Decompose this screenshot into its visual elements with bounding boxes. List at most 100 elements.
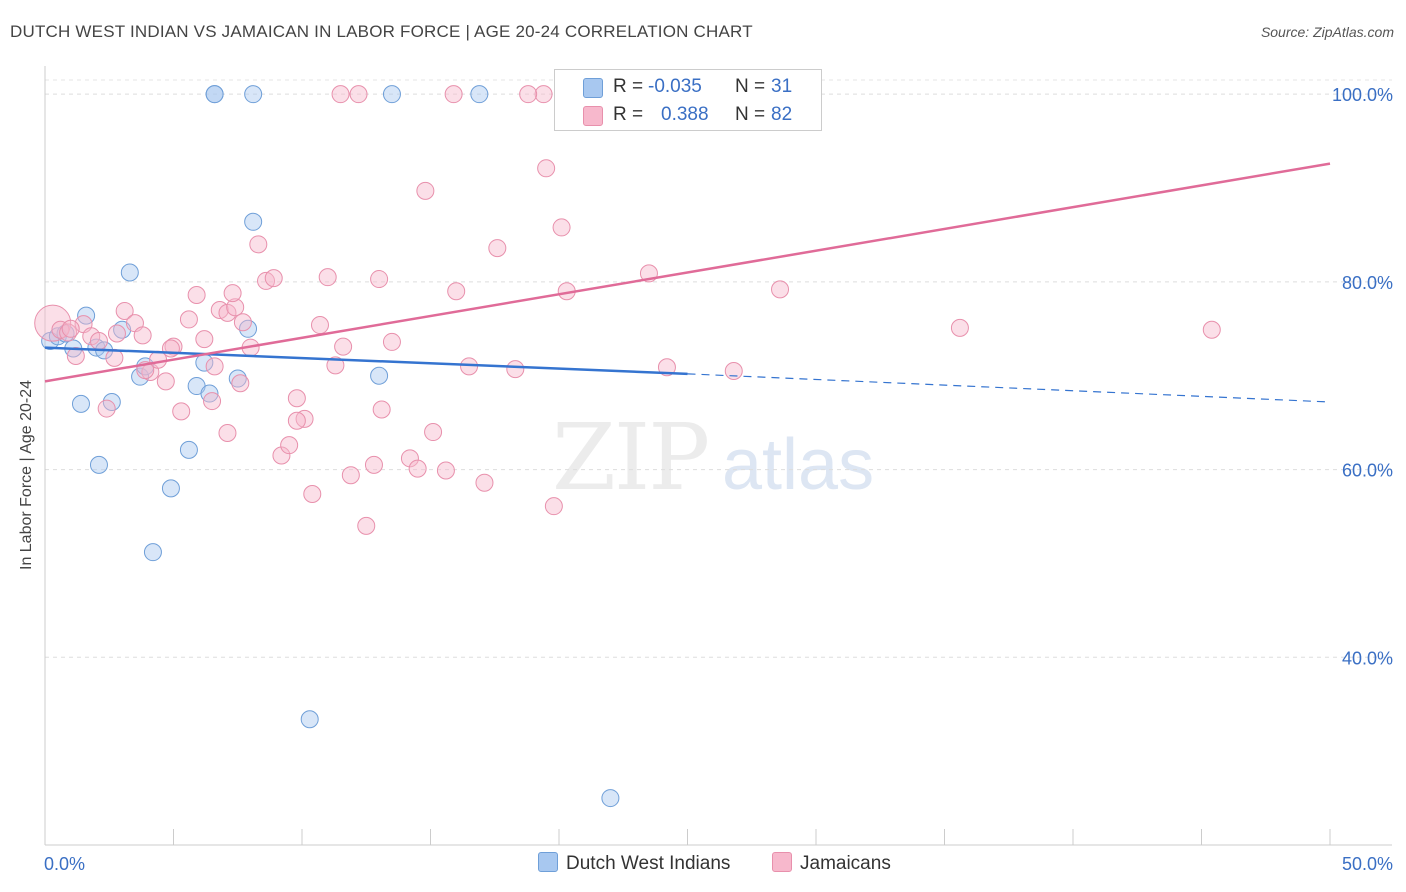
legend-n-label: N = (735, 76, 766, 97)
point-jamaicans (331, 85, 350, 104)
point-jamaicans (950, 318, 969, 337)
point-dutch-west-indians (370, 366, 389, 385)
y-tick-labels: 40.0% 60.0% 80.0% 100.0% (1332, 85, 1393, 668)
point-dutch-west-indians (205, 85, 224, 104)
legend-n-label: N = (735, 104, 766, 125)
y-tick-label: 40.0% (1342, 648, 1393, 668)
point-jamaicans (436, 461, 455, 480)
point-dutch-west-indians (143, 543, 162, 562)
legend-r-value: 0.388 (661, 104, 709, 125)
point-jamaicans (341, 466, 360, 485)
trend-line-dutch-west-indians (44, 346, 688, 376)
point-jamaicans (89, 331, 108, 350)
legend-r-label: R = (613, 76, 644, 97)
point-jamaicans (771, 280, 790, 299)
point-jamaicans (444, 85, 463, 104)
point-jamaicans (475, 473, 494, 492)
point-jamaicans (416, 181, 435, 200)
point-jamaicans (534, 85, 553, 104)
point-jamaicans (357, 516, 376, 535)
point-jamaicans (1202, 320, 1221, 339)
chart-title: DUTCH WEST INDIAN VS JAMAICAN IN LABOR F… (10, 22, 753, 41)
point-dutch-west-indians (71, 394, 90, 413)
legend-r-label: R = (613, 104, 644, 125)
point-jamaicans (164, 337, 183, 356)
point-jamaicans (66, 347, 85, 366)
point-jamaicans (537, 159, 556, 178)
series-legend-item-dutch-west-indians: Dutch West Indians (538, 852, 730, 875)
point-dutch-west-indians (244, 212, 263, 231)
point-jamaicans (34, 304, 72, 342)
point-dutch-west-indians (228, 369, 247, 388)
legend-swatch-pink (583, 106, 603, 126)
point-jamaicans (97, 399, 116, 418)
point-jamaicans (506, 360, 525, 379)
point-dutch-west-indians (470, 85, 489, 104)
point-dutch-west-indians (300, 710, 319, 729)
point-jamaicans (408, 459, 427, 478)
point-jamaicans (334, 337, 353, 356)
point-jamaicans (218, 423, 237, 442)
point-jamaicans (310, 316, 329, 335)
point-jamaicans (161, 339, 180, 358)
point-jamaicans (205, 357, 224, 376)
axes (44, 66, 1392, 846)
trend-lines (44, 162, 1331, 403)
point-dutch-west-indians (200, 384, 219, 403)
point-jamaicans (287, 389, 306, 408)
point-jamaicans (179, 310, 198, 329)
point-jamaicans (115, 301, 134, 320)
legend-r-value: -0.035 (648, 76, 702, 97)
point-jamaicans (287, 411, 306, 430)
point-dutch-west-indians (601, 789, 620, 808)
trend-line-jamaicans (44, 162, 1331, 383)
point-jamaicans (724, 362, 743, 381)
point-jamaicans (519, 85, 538, 104)
x-tick-label: 50.0% (1342, 854, 1393, 874)
point-jamaicans (223, 284, 242, 303)
point-dutch-west-indians (89, 455, 108, 474)
legend-n-value: 31 (771, 76, 793, 97)
point-jamaicans (372, 400, 391, 419)
point-jamaicans (370, 270, 389, 289)
data-points (34, 85, 1221, 808)
point-jamaicans (382, 332, 401, 351)
correlation-legend: R = -0.035 N = 31 R = 0.388 N = 82 (554, 69, 822, 131)
point-dutch-west-indians (179, 440, 198, 459)
point-jamaicans (544, 497, 563, 516)
legend-swatch-blue (583, 78, 603, 98)
point-jamaicans (249, 235, 268, 254)
point-jamaicans (400, 449, 419, 468)
y-tick-label: 60.0% (1342, 461, 1393, 481)
point-dutch-west-indians (161, 479, 180, 498)
point-jamaicans (349, 85, 368, 104)
point-jamaicans (424, 423, 443, 442)
point-jamaicans (280, 436, 299, 455)
source-label: Source: ZipAtlas.com (1260, 24, 1394, 40)
point-jamaicans (318, 268, 337, 287)
series-label: Dutch West Indians (566, 853, 731, 874)
point-jamaicans (447, 282, 466, 301)
point-jamaicans (364, 455, 383, 474)
point-jamaicans (552, 218, 571, 237)
point-jamaicans (295, 409, 314, 428)
point-jamaicans (272, 446, 291, 465)
point-jamaicans (187, 286, 206, 305)
watermark-atlas: atlas (722, 425, 875, 505)
y-tick-label: 80.0% (1342, 273, 1393, 293)
trend-extension-dutch-west-indians (687, 373, 1331, 403)
y-axis-label: In Labor Force | Age 20-24 (18, 379, 35, 570)
x-tick-labels: 0.0% 50.0% (44, 854, 1393, 874)
point-jamaicans (133, 326, 152, 345)
point-jamaicans (326, 356, 345, 375)
point-jamaicans (303, 484, 322, 503)
point-jamaicans (231, 374, 250, 393)
point-jamaicans (107, 324, 126, 343)
point-dutch-west-indians (244, 85, 263, 104)
legend-n-value: 82 (771, 104, 793, 125)
gridlines (45, 79, 1392, 658)
point-jamaicans (61, 319, 80, 338)
point-jamaicans (172, 402, 191, 421)
series-legend-item-jamaicans: Jamaicans (772, 852, 891, 875)
